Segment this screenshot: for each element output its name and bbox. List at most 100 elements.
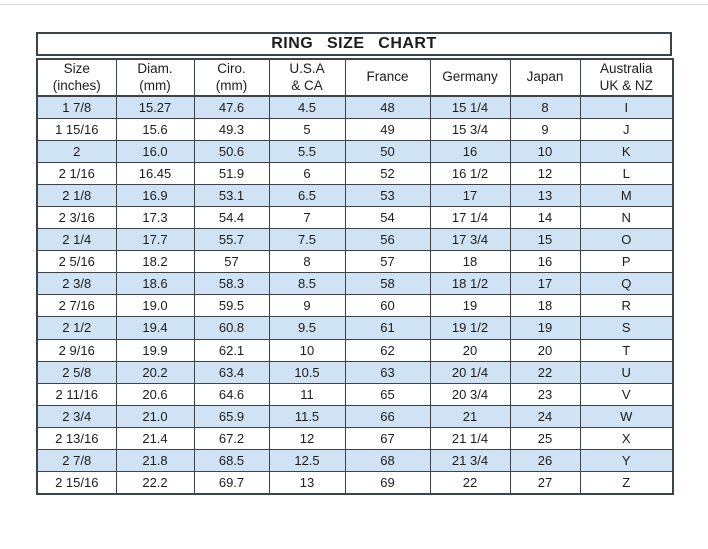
table-cell: 21.0 — [115, 404, 195, 428]
table-cell: 12.5 — [268, 448, 346, 473]
table-body: 1 7/8 15.27 47.6 4.5 48 15 1/4 8 I 1 15/16 15.6 49… — [36, 95, 674, 495]
table-cell: 4.5 — [268, 95, 346, 119]
table-cell: 2 1/2 — [36, 316, 117, 340]
table-cell: 2 5/8 — [36, 360, 117, 384]
table-cell: 18 — [429, 250, 511, 274]
table-cell: 49.3 — [193, 117, 270, 141]
table-cell: 2 1/16 — [36, 161, 117, 185]
table-cell: 8 — [268, 250, 346, 274]
ring-size-table: Size (inches) Diam. (mm) Ciro. (mm) U.S.A & CA F… — [36, 58, 674, 495]
table-cell: 20.2 — [115, 360, 195, 384]
table-cell: 10 — [509, 139, 581, 163]
table-cell: 2 — [36, 139, 117, 163]
ring-size-chart: RING SIZE CHART Size (inches) Diam. (mm) Cir… — [36, 32, 674, 495]
table-row: 2 11/16 20.6 64.6 11 65 20 3/4 23 V — [36, 382, 674, 406]
table-cell: 49 — [344, 117, 431, 141]
table-row: 2 1/4 17.7 55.7 7.5 56 17 3/4 15 O — [36, 228, 674, 252]
table-cell: 19 — [509, 316, 581, 340]
table-cell: 10.5 — [268, 360, 346, 384]
table-cell: 62 — [344, 338, 431, 362]
table-cell: 9.5 — [268, 316, 346, 340]
table-cell: 8.5 — [268, 272, 346, 296]
table-cell: 14 — [509, 205, 581, 230]
table-cell: 2 3/8 — [36, 272, 117, 296]
table-cell: K — [579, 139, 674, 163]
table-cell: 26 — [509, 448, 581, 473]
table-cell: 59.5 — [193, 294, 270, 318]
table-cell: 22.2 — [115, 471, 195, 495]
table-cell: 25 — [509, 426, 581, 451]
table-row: 2 1/2 19.4 60.8 9.5 61 19 1/2 19 S — [36, 316, 674, 340]
column-header: Ciro. (mm) — [193, 58, 270, 97]
table-cell: 21 3/4 — [429, 448, 511, 473]
table-cell: 15.6 — [115, 117, 195, 141]
table-cell: 20 — [509, 338, 581, 362]
table-cell: 11 — [268, 382, 346, 406]
table-cell: 19.4 — [115, 316, 195, 340]
table-cell: 54.4 — [193, 205, 270, 230]
table-cell: 9 — [509, 117, 581, 141]
table-cell: 16 — [509, 250, 581, 274]
table-cell: 22 — [509, 360, 581, 384]
table-cell: 64.6 — [193, 382, 270, 406]
table-cell: T — [579, 338, 674, 362]
table-row: 2 15/16 22.2 69.7 13 69 22 27 Z — [36, 471, 674, 495]
table-cell: N — [579, 205, 674, 230]
table-cell: 27 — [509, 471, 581, 495]
column-header: Australia UK & NZ — [579, 58, 674, 97]
table-cell: 16 — [429, 139, 511, 163]
table-cell: 2 11/16 — [36, 382, 117, 406]
table-cell: 57 — [193, 250, 270, 274]
column-header: Diam. (mm) — [115, 58, 195, 97]
table-cell: 69 — [344, 471, 431, 495]
table-cell: 15 — [509, 228, 581, 252]
table-row: 1 15/16 15.6 49.3 5 49 15 3/4 9 J — [36, 117, 674, 141]
table-head: Size (inches) Diam. (mm) Ciro. (mm) U.S.A & CA F… — [36, 58, 674, 97]
table-cell: 12 — [268, 426, 346, 451]
table-cell: 15 1/4 — [429, 95, 511, 119]
table-cell: Q — [579, 272, 674, 296]
table-cell: 16.45 — [115, 161, 195, 185]
table-row: 2 1/16 16.45 51.9 6 52 16 1/2 12 L — [36, 161, 674, 185]
table-cell: O — [579, 228, 674, 252]
table-cell: R — [579, 294, 674, 318]
table-cell: 20 — [429, 338, 511, 362]
table-cell: 10 — [268, 338, 346, 362]
table-cell: 2 3/4 — [36, 404, 117, 428]
table-cell: 2 9/16 — [36, 338, 117, 362]
table-cell: 6 — [268, 161, 346, 185]
table-cell: 48 — [344, 95, 431, 119]
table-cell: 50.6 — [193, 139, 270, 163]
table-cell: 52 — [344, 161, 431, 185]
table-cell: 55.7 — [193, 228, 270, 252]
table-cell: 19.9 — [115, 338, 195, 362]
table-cell: 22 — [429, 471, 511, 495]
table-cell: 19 — [429, 294, 511, 318]
table-cell: W — [579, 404, 674, 428]
table-cell: 67 — [344, 426, 431, 451]
table-cell: 16 1/2 — [429, 161, 511, 185]
table-cell: J — [579, 117, 674, 141]
table-row: 2 9/16 19.9 62.1 10 62 20 20 T — [36, 338, 674, 362]
table-cell: 13 — [268, 471, 346, 495]
table-cell: 69.7 — [193, 471, 270, 495]
table-cell: 58.3 — [193, 272, 270, 296]
table-cell: Z — [579, 471, 674, 495]
table-cell: 2 1/8 — [36, 183, 117, 207]
table-cell: 63.4 — [193, 360, 270, 384]
table-cell: P — [579, 250, 674, 274]
table-cell: Y — [579, 448, 674, 473]
table-row: 2 1/8 16.9 53.1 6.5 53 17 13 M — [36, 183, 674, 207]
table-cell: 23 — [509, 382, 581, 406]
table-cell: X — [579, 426, 674, 451]
table-cell: 17 — [429, 183, 511, 207]
table-cell: 53 — [344, 183, 431, 207]
table-cell: 2 3/16 — [36, 205, 117, 230]
table-row: 2 7/16 19.0 59.5 9 60 19 18 R — [36, 294, 674, 318]
column-header: France — [344, 58, 431, 97]
table-cell: 19 1/2 — [429, 316, 511, 340]
table-row: 2 16.0 50.6 5.5 50 16 10 K — [36, 139, 674, 163]
table-cell: 1 15/16 — [36, 117, 117, 141]
table-cell: 18 — [509, 294, 581, 318]
